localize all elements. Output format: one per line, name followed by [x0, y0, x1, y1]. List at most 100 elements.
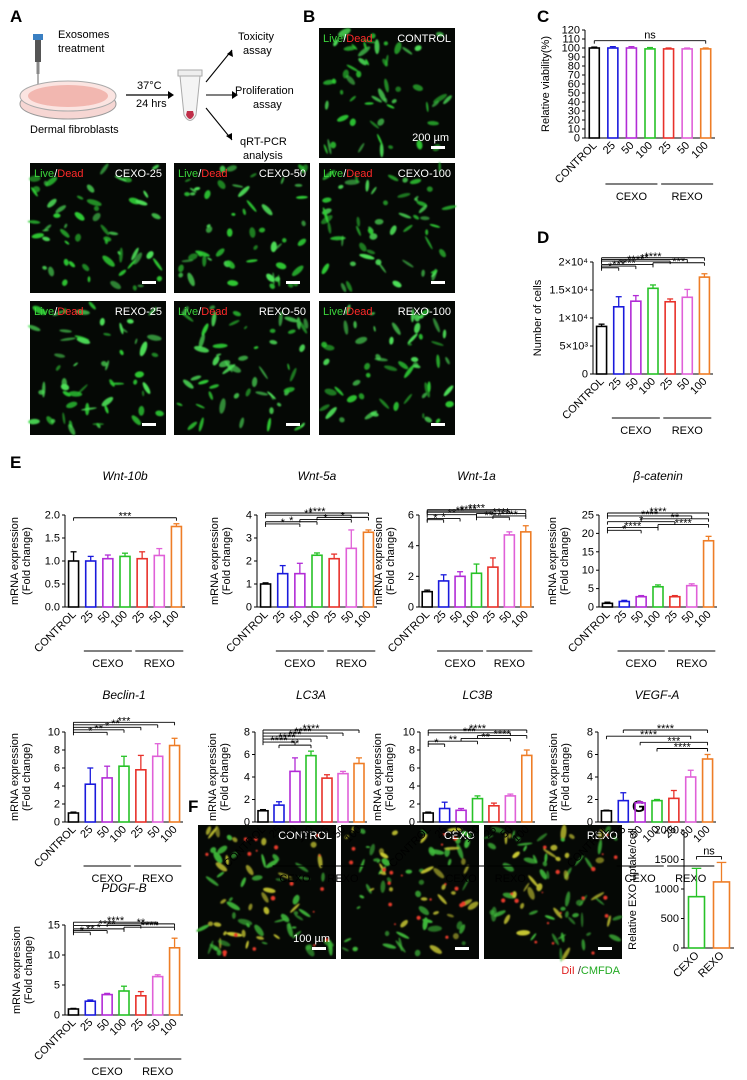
group-label-rexo: REXO — [142, 873, 174, 885]
bar — [607, 47, 619, 139]
treatment-label-2: treatment — [58, 43, 104, 55]
micrograph-cexo-25: Live/Dead CEXO-25 — [27, 163, 166, 293]
x-tick-label: 100 — [689, 140, 710, 161]
bar — [151, 975, 164, 1016]
chart-wnt-5a: Wnt-5a 0 1 2 3 4 mRNA expression(Fold change) C… — [209, 469, 377, 670]
bar — [84, 1000, 97, 1016]
y-tick-label: 15 — [48, 920, 60, 932]
bar — [362, 531, 375, 608]
y-tick-label: 4 — [409, 781, 415, 793]
y-tick-label: 2 — [409, 799, 415, 811]
y-tick-label: 0 — [54, 817, 60, 829]
x-tick-label: CONTROL — [386, 609, 433, 656]
bar — [712, 881, 731, 949]
x-tick-label: CONTROL — [560, 376, 607, 423]
y-tick-label: 8 — [409, 745, 415, 757]
y-tick-label: 30 — [568, 106, 580, 118]
significance-label: **** — [278, 732, 296, 744]
assay-qrtpcr-1: qRT-PCR — [240, 136, 287, 148]
x-tick-label: 25 — [271, 609, 288, 626]
group-label-cexo: CEXO — [620, 425, 652, 437]
bar — [652, 585, 664, 608]
y-tick-label: 0 — [582, 369, 588, 381]
x-tick-label: 100 — [108, 824, 129, 845]
panel-label-a: A — [10, 7, 22, 26]
y-tick-label: 0.0 — [45, 602, 60, 614]
y-tick-label: 4 — [54, 781, 60, 793]
bar — [305, 754, 317, 823]
bar — [118, 765, 130, 823]
bar — [153, 554, 166, 608]
significance-label: ns — [644, 30, 656, 42]
bar — [328, 557, 340, 608]
significance-label: ** — [86, 924, 95, 936]
uptake-legend-cmfda: CMFDA — [581, 965, 621, 977]
y-tick-label: 3 — [246, 533, 252, 545]
petri-dish-icon — [19, 80, 117, 120]
stain-live: Live — [323, 168, 343, 180]
group-label-cexo: CEXO — [444, 658, 476, 670]
y-tick-label: 80 — [568, 61, 580, 73]
significance-label: **** — [468, 503, 486, 515]
uptake-legend-dii: DiI — [561, 965, 574, 977]
y-tick-label: 10 — [48, 727, 60, 739]
significance-label: **** — [649, 506, 667, 518]
significance-label: **** — [641, 509, 659, 521]
y-tick-label: 0 — [409, 817, 415, 829]
significance-label: * — [442, 511, 447, 523]
bar — [488, 804, 500, 823]
significance-label: * — [97, 922, 102, 934]
chart-title: β-catenin — [632, 469, 683, 483]
y-tick-label: 4 — [587, 772, 593, 784]
y-tick-label: 20 — [568, 115, 580, 127]
stain-live: Live — [178, 168, 198, 180]
bar — [259, 583, 272, 608]
bar — [170, 525, 183, 608]
y-tick-label: 50 — [568, 88, 580, 100]
significance-label: *** — [289, 729, 303, 741]
x-tick-label: CONTROL — [32, 609, 79, 656]
y-tick-label: 120 — [562, 25, 580, 37]
significance-label: *** — [667, 735, 681, 747]
micrograph-label: CEXO — [444, 830, 476, 842]
significance-label: **** — [657, 723, 675, 735]
x-tick-label: 25 — [663, 609, 680, 626]
significance-label: * — [80, 925, 85, 937]
y-tick-label: 2×10⁴ — [558, 257, 588, 269]
y-axis-label: Relative EXO uptake/cell — [627, 828, 639, 950]
significance-label: **** — [674, 742, 692, 754]
x-tick-label: 100 — [160, 609, 181, 630]
stain-live: Live — [34, 306, 54, 318]
micrograph-label: REXO — [587, 830, 619, 842]
chart-title: Wnt-1a — [457, 469, 496, 483]
significance-label: **** — [493, 506, 511, 518]
uptake-image-control: CONTROL 100 µm — [196, 825, 336, 959]
x-tick-label: 25 — [607, 376, 624, 393]
significance-label: **** — [294, 726, 312, 738]
significance-label: **** — [107, 915, 125, 927]
group-label-cexo: CEXO — [445, 873, 477, 885]
x-tick-label: 25 — [432, 609, 449, 626]
assay-toxicity-2: assay — [243, 45, 272, 57]
significance-label: **** — [501, 509, 519, 521]
x-tick-label: 100 — [634, 140, 655, 161]
micrograph-cexo-100: Live/Dead CEXO-100 — [319, 161, 457, 293]
y-tick-label: 40 — [568, 97, 580, 109]
stain-live: Live — [34, 168, 54, 180]
x-tick-label: 100 — [642, 609, 663, 630]
significance-label: **** — [469, 723, 487, 735]
stain-dead: Dead — [57, 306, 83, 318]
significance-label: **** — [270, 735, 288, 747]
assay-toxicity-1: Toxicity — [238, 31, 275, 43]
schematic: Exosomes treatment Dermal fibroblasts 37… — [19, 29, 294, 162]
x-tick-label: 100 — [637, 376, 658, 397]
x-tick-label: 100 — [691, 824, 712, 845]
x-tick-label: 100 — [352, 609, 373, 630]
group-label-cexo: CEXO — [279, 873, 311, 885]
x-tick-label: 100 — [158, 1017, 179, 1038]
y-tick-label: 1.5×10⁴ — [549, 285, 588, 297]
significance-label: **** — [302, 723, 320, 735]
panel-label-b: B — [303, 7, 315, 26]
group-label-cexo: CEXO — [92, 658, 124, 670]
x-tick-label: 100 — [108, 1017, 129, 1038]
